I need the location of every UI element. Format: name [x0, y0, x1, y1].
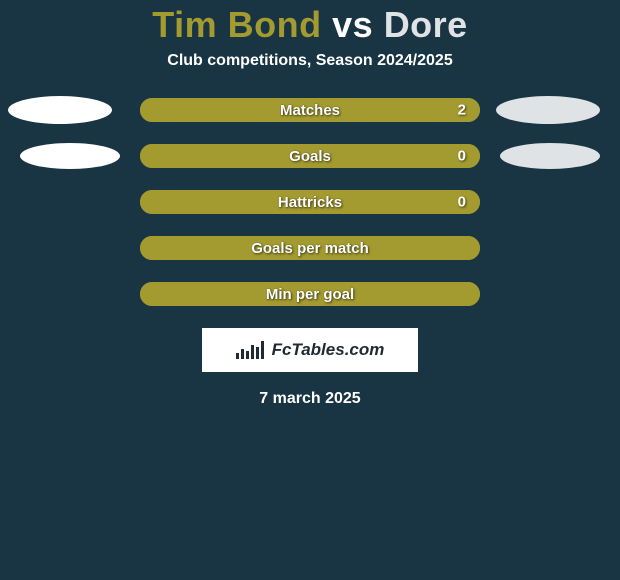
bar-track: Goals per match [140, 236, 480, 260]
logo-bar [241, 349, 244, 359]
bar-label: Hattricks [278, 194, 342, 211]
player2-name: Dore [384, 4, 468, 45]
bar-value: 0 [458, 194, 466, 211]
right-ellipse-icon [500, 143, 600, 169]
bar-track: Min per goal [140, 282, 480, 306]
player1-name: Tim Bond [152, 4, 321, 45]
logo-bar [246, 351, 249, 359]
stat-row-goals: Goals 0 [0, 144, 620, 168]
logo-bar [261, 341, 264, 359]
bar-track: Matches 2 [140, 98, 480, 122]
date-label: 7 march 2025 [259, 390, 360, 408]
subtitle: Club competitions, Season 2024/2025 [167, 52, 452, 70]
bar-value: 0 [458, 148, 466, 165]
page-title: Tim Bond vs Dore [152, 4, 467, 46]
comparison-card: Tim Bond vs Dore Club competitions, Seas… [0, 0, 620, 580]
stat-rows: Matches 2 Goals 0 Hattricks 0 [0, 98, 620, 306]
vs-label: vs [332, 4, 373, 45]
logo-bar [236, 353, 239, 359]
logo-bar [256, 347, 259, 359]
left-ellipse-icon [20, 143, 120, 169]
brand-text: FcTables.com [272, 340, 385, 360]
stat-row-min-per-goal: Min per goal [0, 282, 620, 306]
bar-label: Goals per match [251, 240, 369, 257]
brand-badge: FcTables.com [202, 328, 418, 372]
left-ellipse-icon [8, 96, 112, 124]
bar-track: Hattricks 0 [140, 190, 480, 214]
stat-row-goals-per-match: Goals per match [0, 236, 620, 260]
stat-row-matches: Matches 2 [0, 98, 620, 122]
bar-label: Goals [289, 148, 331, 165]
logo-bar [251, 345, 254, 359]
bar-label: Min per goal [266, 286, 354, 303]
stat-row-hattricks: Hattricks 0 [0, 190, 620, 214]
brand-logo-icon [236, 341, 264, 359]
bar-value: 2 [458, 102, 466, 119]
bar-label: Matches [280, 102, 340, 119]
right-ellipse-icon [496, 96, 600, 124]
bar-track: Goals 0 [140, 144, 480, 168]
